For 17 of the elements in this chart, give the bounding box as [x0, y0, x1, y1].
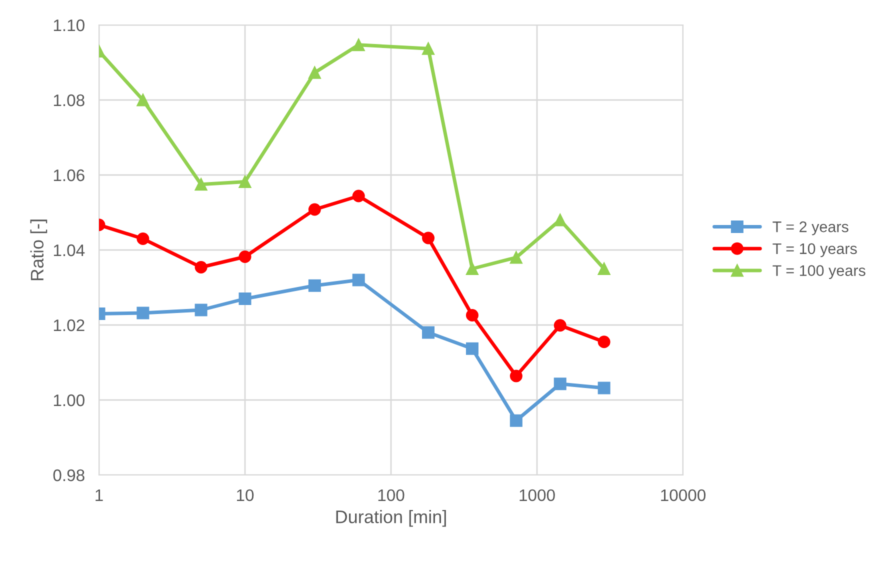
- legend-label: T = 100 years: [772, 265, 866, 279]
- y-tick-label: 1.06: [54, 169, 84, 182]
- x-tick-label: 10: [237, 489, 254, 502]
- legend-label: T = 2 years: [772, 221, 848, 236]
- legend-label: T = 10 years: [772, 243, 857, 258]
- y-tick-label: 1.02: [54, 319, 84, 332]
- y-axis-title: Ratio [-]: [30, 220, 48, 280]
- x-axis-title: Duration [min]: [336, 510, 446, 527]
- x-tick-label: 1000: [520, 489, 555, 502]
- y-tick-label: 0.98: [53, 469, 84, 482]
- y-tick-label: 1.10: [54, 19, 84, 32]
- y-tick-label: 1.00: [54, 394, 84, 406]
- x-tick-label: 100: [378, 489, 404, 502]
- y-tick-label: 1.08: [54, 94, 84, 106]
- x-tick-label: 10000: [661, 489, 706, 502]
- y-tick-label: 1.04: [54, 244, 85, 256]
- x-tick-label: 1: [96, 490, 103, 501]
